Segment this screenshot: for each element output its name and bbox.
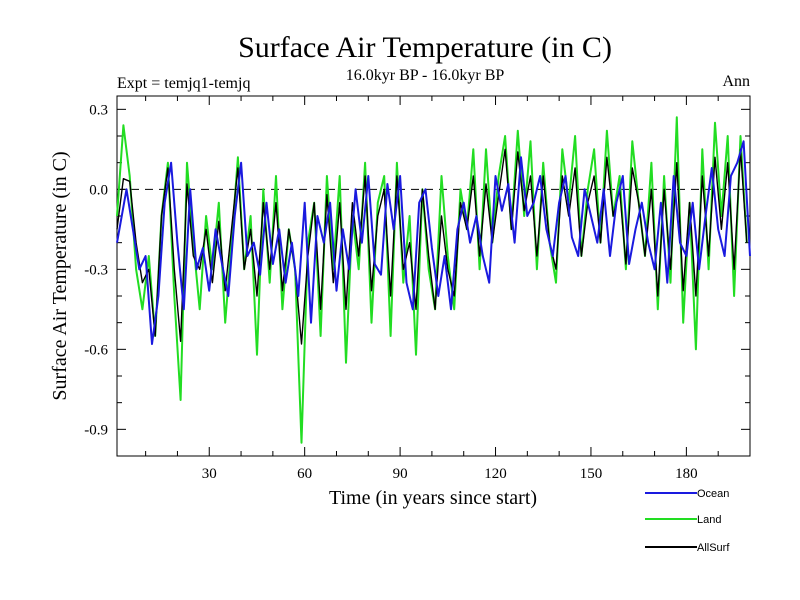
- x-tick-label: 30: [202, 466, 217, 482]
- experiment-label: Expt = temjq1-temjq: [117, 75, 250, 92]
- series-layer: [116, 116, 751, 444]
- legend-label-land: Land: [697, 514, 721, 526]
- y-axis-label: Surface Air Temperature (in C): [49, 151, 71, 400]
- season-label: Ann: [722, 73, 750, 90]
- x-tick-label: 120: [484, 466, 507, 482]
- y-tick-label: -0.3: [84, 262, 108, 278]
- y-tick-label: 0.0: [89, 182, 108, 198]
- x-tick-label: 90: [393, 466, 408, 482]
- chart-title: Surface Air Temperature (in C): [238, 31, 612, 64]
- legend-label-allsurf: AllSurf: [697, 542, 730, 554]
- x-axis: 30 60 90 120 150 180: [145, 96, 751, 482]
- y-tick-label: 0.3: [89, 102, 108, 118]
- y-tick-label: -0.9: [84, 422, 108, 438]
- x-tick-label: 180: [675, 466, 698, 482]
- legend-label-ocean: Ocean: [697, 488, 729, 500]
- series-line-ocean: [116, 140, 751, 345]
- y-axis: 0.3 0.0 -0.3 -0.6 -0.9: [84, 102, 750, 438]
- legend: Ocean Land AllSurf: [645, 488, 730, 554]
- y-tick-label: -0.6: [84, 342, 108, 358]
- period-label: 16.0kyr BP - 16.0kyr BP: [346, 67, 505, 84]
- x-axis-label: Time (in years since start): [329, 487, 537, 509]
- plot-area: [116, 95, 751, 457]
- series-line-allsurf: [116, 148, 748, 345]
- x-tick-label: 150: [580, 466, 603, 482]
- x-tick-label: 60: [297, 466, 312, 482]
